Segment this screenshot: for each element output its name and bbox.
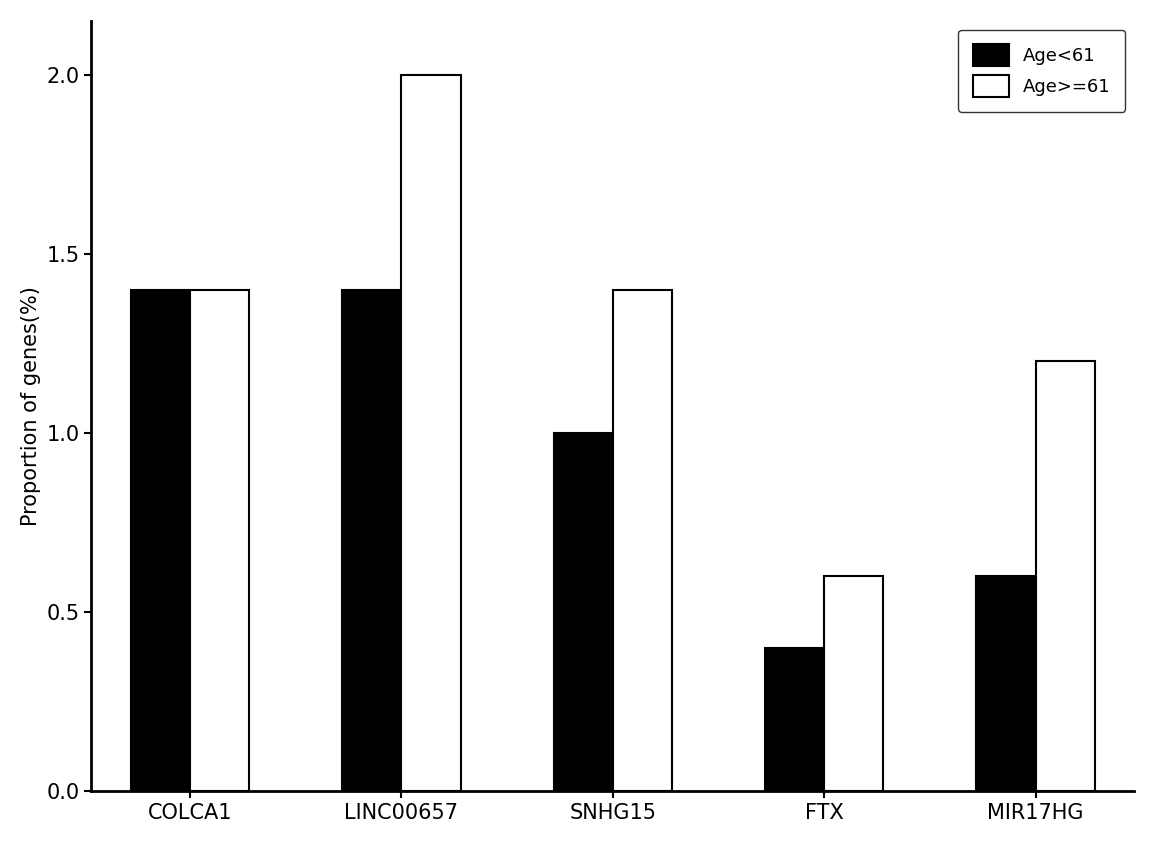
Bar (1036, 361, 1095, 792)
Bar (825, 576, 884, 792)
Bar (401, 74, 461, 792)
Bar (976, 576, 1036, 792)
Bar (765, 648, 825, 792)
Bar (613, 289, 672, 792)
Bar (342, 289, 401, 792)
Y-axis label: Proportion of genes(%): Proportion of genes(%) (21, 286, 40, 526)
Legend: Age<61, Age>=61: Age<61, Age>=61 (957, 30, 1125, 112)
Bar (189, 289, 249, 792)
Bar (553, 433, 613, 792)
Bar (131, 289, 189, 792)
